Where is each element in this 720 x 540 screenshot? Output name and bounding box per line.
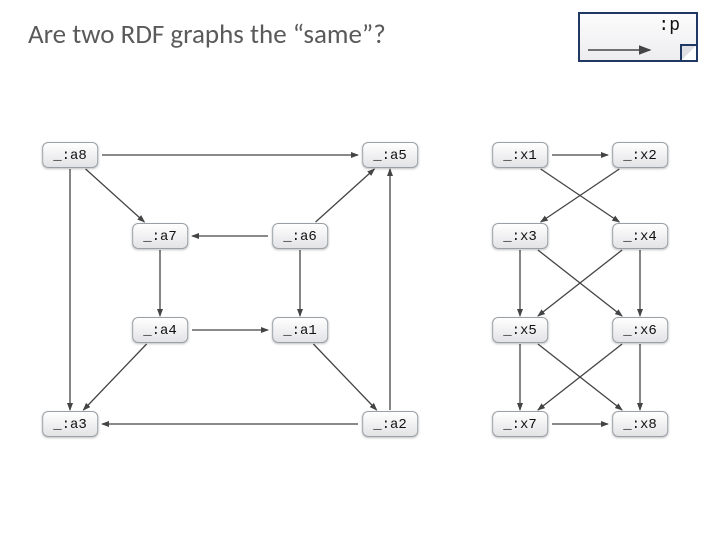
graph-node: _:x7 xyxy=(492,411,548,437)
graph-node: _:a4 xyxy=(132,317,188,343)
graph-node: _:x6 xyxy=(612,317,668,343)
legend-arrow-icon xyxy=(588,44,658,56)
graph-node: _:x8 xyxy=(612,411,668,437)
graph-node: _:a2 xyxy=(362,411,418,437)
graph-node: _:a8 xyxy=(42,142,98,168)
note-fold-icon xyxy=(680,44,696,60)
graph-edge xyxy=(83,344,146,410)
graph-edge xyxy=(86,169,145,222)
slide: Are two RDF graphs the “same”? :p _:a8_:… xyxy=(0,0,720,540)
graph-edge xyxy=(313,344,376,410)
graph-node: _:x2 xyxy=(612,142,668,168)
graph-node: _:a3 xyxy=(42,411,98,437)
legend-note: :p xyxy=(578,12,698,62)
graph-node: _:a6 xyxy=(272,223,328,249)
graph-node: _:x5 xyxy=(492,317,548,343)
page-title: Are two RDF graphs the “same”? xyxy=(28,18,386,51)
graph-node: _:x1 xyxy=(492,142,548,168)
graph-area: _:a8 _:a5 _:a7 _:a6 _:a4 _:a1 _:a3 _:a2 _:x1 _:x2… xyxy=(0,120,720,480)
legend-label: :p xyxy=(658,16,680,36)
graph-node: _:a1 xyxy=(272,317,328,343)
graph-node: _:x4 xyxy=(612,223,668,249)
graph-node: _:x3 xyxy=(492,223,548,249)
graph-node: _:a5 xyxy=(362,142,418,168)
graph-node: _:a7 xyxy=(132,223,188,249)
graph-edge xyxy=(316,169,375,222)
